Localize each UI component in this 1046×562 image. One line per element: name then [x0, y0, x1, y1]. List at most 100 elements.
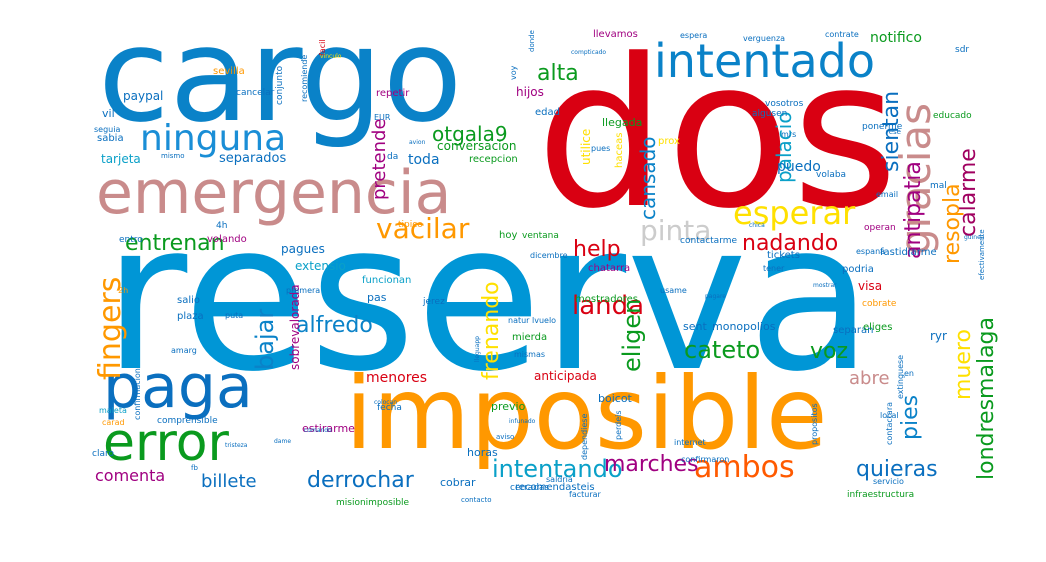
word-funcionan: funcionan — [362, 275, 411, 286]
word-recomendasteis: recomendasteis — [515, 482, 595, 493]
word-anticipada: anticipada — [534, 369, 597, 383]
word-mal: mal — [930, 181, 947, 191]
word-avion: avion — [409, 139, 426, 146]
word-pagues: pagues — [281, 242, 325, 256]
word-recomiende: recomiende — [300, 55, 309, 102]
word-error: error — [103, 413, 230, 473]
word-hijos: hijos — [516, 85, 544, 99]
word-dicembre: dicembre — [530, 251, 568, 260]
word-espera: espera — [680, 31, 707, 40]
word-maleta: maleta — [99, 406, 127, 415]
word-en: en — [904, 369, 914, 378]
word-tener: tener — [763, 264, 785, 273]
word-vinculo: vinculo — [320, 53, 342, 60]
word-facturar: facturar — [569, 490, 602, 499]
word-edad: edad — [535, 107, 560, 118]
word-quieras: quieras — [856, 457, 938, 482]
word-vil: vil — [102, 107, 115, 120]
word-esperar: esperar — [733, 194, 856, 232]
word-dos: dos — [536, 16, 898, 254]
word-eliges: eliges — [863, 322, 892, 333]
word-estirarme: estirarme — [302, 422, 355, 435]
word-cobrar: cobrar — [440, 476, 476, 489]
word-sdr: sdr — [955, 45, 969, 55]
word-claro: claro — [92, 449, 114, 459]
word-saldria: saldria — [546, 475, 573, 484]
word-espana: espana — [856, 247, 885, 256]
word-tarjeta: tarjeta — [101, 152, 141, 166]
word-intentando: intentando — [492, 455, 623, 483]
word-imposible: imposible — [345, 355, 828, 472]
word-da: da — [387, 152, 398, 162]
word-sent: sent — [683, 320, 707, 333]
word-fb: fb — [191, 464, 198, 472]
word-amarg: amarg — [171, 346, 197, 355]
word-hoy: hoy — [499, 230, 517, 241]
word-ninguna: ninguna — [140, 118, 286, 159]
word-ambos: ambos — [694, 450, 795, 485]
word-guinea: guinea — [964, 234, 985, 241]
word-contactarme: contactarme — [680, 236, 738, 246]
word-extensio: extensio — [295, 259, 346, 273]
word-llevamos: llevamos — [593, 29, 638, 40]
word-cansado: cansado — [636, 136, 660, 220]
word-comprensible: comprensible — [157, 416, 218, 426]
word-haceas: haceas — [614, 133, 625, 168]
word-puta: puta — [225, 311, 243, 320]
word-contrate: contrate — [825, 30, 859, 39]
word-tristeza: tristeza — [225, 442, 248, 449]
word-confirmaron: confirmaron — [681, 455, 729, 464]
word-recepcion: recepcion — [469, 154, 518, 165]
word-conjunto: conjunto — [275, 65, 285, 105]
word-educado: educado — [933, 111, 972, 121]
word-4h: 4h — [216, 221, 227, 231]
word-extinguese: extinguese — [896, 355, 905, 399]
word-resopla: resopla — [940, 183, 965, 264]
word-entro: entro — [119, 235, 143, 245]
word-sevilla: sevilla — [213, 66, 245, 77]
word-alta: alta — [537, 61, 579, 86]
word-infunado: infunado — [509, 418, 536, 425]
word-facil: facil — [318, 39, 327, 56]
word-propositos: propositos — [810, 403, 819, 445]
word-mismas: mismas — [514, 350, 545, 359]
word-jerez: jerez — [422, 297, 445, 307]
word-plaza: plaza — [177, 311, 204, 322]
word-pues: pues — [591, 144, 610, 153]
word-tickets: tickets — [767, 250, 800, 261]
word-local: local — [880, 411, 899, 420]
word-ponerme: ponerme — [862, 122, 903, 132]
word-pagare: pagare — [705, 293, 726, 300]
word-sabia: sabia — [97, 133, 124, 144]
word-vosotros: vosotros — [765, 99, 804, 109]
word-bajar: bajar — [251, 309, 279, 370]
word-repetir: repetir — [376, 88, 410, 99]
word-voz: voz — [810, 339, 848, 364]
word-paypal: paypal — [123, 89, 163, 103]
word-intentado: intentado — [654, 34, 875, 88]
word-verguenza: verguenza — [743, 34, 785, 43]
word-volando: volando — [207, 234, 247, 245]
word-dame: dame — [274, 438, 291, 445]
word-natur-lvuelo: natur lvuelo — [508, 316, 556, 325]
word-algusen: algusen — [752, 109, 787, 119]
word-mierda: mierda — [512, 332, 547, 343]
word-mostradores: mostradores — [575, 294, 638, 305]
word-prox: prox — [658, 136, 680, 147]
word-volaba: volaba — [816, 170, 846, 180]
word-ventana: ventana — [522, 231, 559, 241]
word-cobrate: cobrate — [862, 299, 897, 309]
word-fastidiarme: fastidiarme — [880, 247, 937, 258]
word-puedo: puedo — [777, 159, 821, 175]
word-pinta: pinta — [640, 214, 711, 247]
word-2h: 2h — [118, 286, 128, 295]
word-pramera: pramera — [286, 286, 320, 295]
word-antipatia: antipatia — [901, 161, 926, 259]
word-cateto: cateto — [684, 336, 760, 364]
word-visa: visa — [858, 279, 882, 293]
word-sientan: sientan — [879, 91, 904, 172]
word-horas: horas — [467, 446, 498, 459]
word-fecha: fecha — [377, 403, 402, 413]
word-aviso: aviso — [496, 433, 514, 441]
